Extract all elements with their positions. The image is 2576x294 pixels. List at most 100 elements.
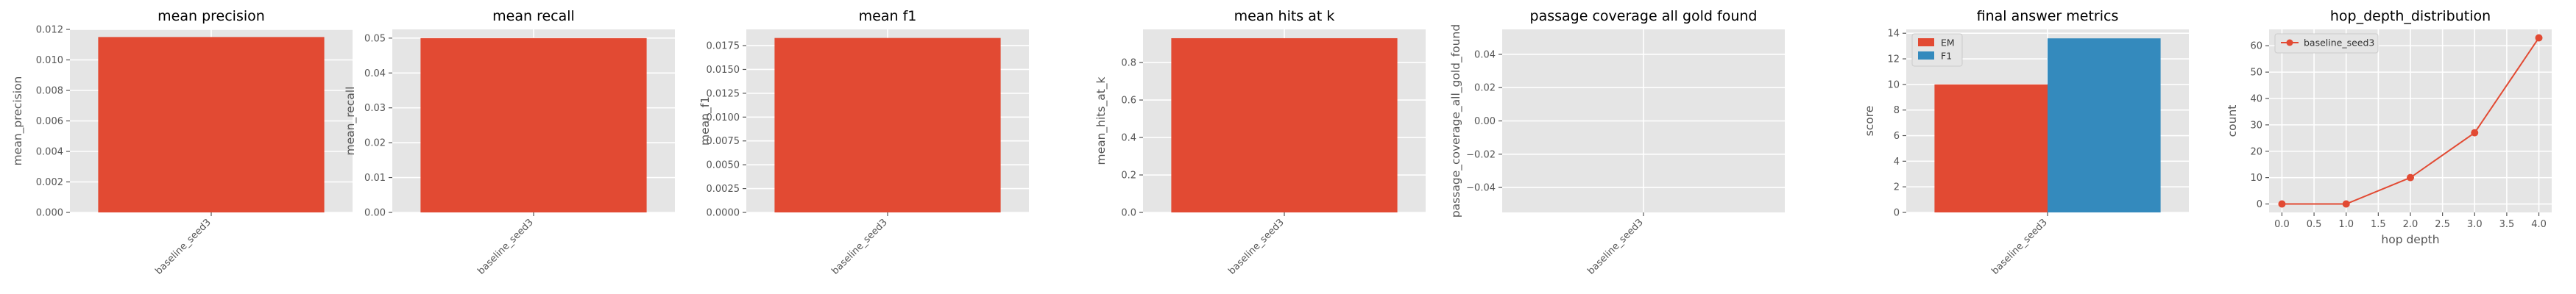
category-label: baseline_seed3 — [829, 217, 889, 276]
y-tick-label: 0.004 — [36, 147, 63, 158]
y-tick-label: 0.2 — [1121, 171, 1136, 182]
chart-panel-6: 0 2 4 6 8 10 12 14 baseline_seed3 EM F1 final answe… — [1863, 8, 2189, 277]
y-tick-label: 0.012 — [36, 25, 63, 36]
y-tick-label: 0.6 — [1121, 96, 1136, 107]
chart-title: mean hits at k — [1234, 8, 1335, 24]
y-tick-label: 14 — [1887, 29, 1900, 40]
y-tick-label: 0.008 — [36, 86, 63, 97]
chart-title: final answer metrics — [1977, 8, 2119, 24]
x-axis-label: hop depth — [2381, 233, 2439, 246]
y-tick-label: 0.006 — [36, 116, 63, 127]
x-tick-label: 1.0 — [2338, 219, 2354, 230]
chart-panel-4: 0.0 0.2 0.4 0.6 0.8 baseline_seed3 mean hits a… — [1094, 8, 1426, 277]
x-tick-label: 0.0 — [2274, 219, 2290, 230]
y-tick-label: 0.0025 — [707, 184, 740, 195]
y-tick-label: 0 — [1894, 208, 1900, 219]
y-tick-label: 10 — [2250, 173, 2262, 184]
y-tick-label: 0.03 — [364, 103, 386, 114]
y-axis-label: mean_f1 — [698, 96, 712, 146]
legend-label: EM — [1941, 37, 1955, 49]
y-tick-label: 2 — [1894, 182, 1900, 193]
category-label: baseline_seed3 — [1585, 217, 1645, 276]
chart-panel-3: 0.0000 0.0025 0.0050 0.0075 0.0100 0.0125 0.01… — [698, 8, 1029, 277]
y-tick-label: 0.0050 — [707, 160, 740, 171]
category-label: baseline_seed3 — [475, 217, 535, 276]
y-axis-label: count — [2226, 105, 2239, 137]
chart-title: mean f1 — [859, 8, 917, 24]
y-tick-label: 6 — [1894, 131, 1900, 142]
y-tick-label: 10 — [1887, 79, 1900, 90]
x-tick-label: 2.0 — [2403, 219, 2418, 230]
legend-swatch — [1918, 51, 1934, 60]
legend-swatch — [1918, 38, 1934, 46]
bar — [1171, 37, 1398, 213]
y-axis-label: passage_coverage_all_gold_found — [1449, 24, 1463, 218]
legend: EM F1 — [1911, 33, 1963, 67]
chart-panel-1: 0.000 0.002 0.004 0.006 0.008 0.010 0.012 basel… — [11, 8, 353, 277]
bar — [774, 37, 1001, 212]
data-point — [2342, 200, 2350, 208]
y-tick-label: 0 — [2257, 199, 2262, 210]
y-tick-label: 60 — [2250, 41, 2262, 52]
category-label: baseline_seed3 — [1226, 217, 1286, 276]
bar-em — [1934, 84, 2048, 213]
y-tick-label: 40 — [2250, 94, 2262, 105]
y-tick-label: 0.0075 — [707, 136, 740, 147]
bar — [420, 37, 647, 212]
y-tick-label: 0.0 — [1121, 208, 1136, 219]
x-tick-label: 4.0 — [2531, 219, 2547, 230]
y-tick-label: 0.04 — [1474, 49, 1496, 60]
y-tick-label: 30 — [2250, 120, 2262, 131]
chart-title: mean recall — [492, 8, 575, 24]
y-tick-label: 0.05 — [364, 33, 386, 44]
legend-box — [2274, 33, 2379, 54]
bar-f1 — [2048, 38, 2161, 212]
y-axis-label: mean_recall — [344, 87, 358, 156]
legend: baseline_seed3 — [2274, 33, 2379, 54]
y-tick-label: 0.002 — [36, 177, 63, 188]
category-label: baseline_seed3 — [153, 217, 213, 276]
data-point — [2471, 129, 2479, 137]
data-point — [2535, 34, 2543, 42]
chart-title: passage coverage all gold found — [1530, 8, 1758, 24]
legend-label: F1 — [1941, 51, 1952, 62]
y-tick-label: 8 — [1894, 105, 1900, 116]
y-axis-label: mean_precision — [11, 76, 25, 166]
y-tick-label: 0.02 — [1474, 83, 1496, 94]
y-tick-label: 0.02 — [364, 138, 386, 149]
y-tick-label: 50 — [2250, 68, 2262, 79]
y-tick-label: 0.4 — [1121, 133, 1136, 144]
x-tick-label: 1.5 — [2371, 219, 2386, 230]
y-tick-label: 0.000 — [36, 208, 63, 219]
y-tick-label: 0.0100 — [707, 112, 740, 123]
x-tick-label: 3.5 — [2499, 219, 2515, 230]
y-tick-label: 20 — [2250, 146, 2262, 157]
chart-title: hop_depth_distribution — [2330, 8, 2491, 24]
legend-marker — [2286, 39, 2293, 46]
x-tick-label: 2.5 — [2435, 219, 2450, 230]
y-tick-label: 0.04 — [364, 68, 386, 79]
chart-title: mean precision — [158, 8, 265, 24]
y-tick-label: 0.0175 — [707, 41, 740, 52]
y-tick-label: −0.02 — [1466, 149, 1496, 160]
y-tick-label: 0.8 — [1121, 58, 1136, 69]
y-tick-label: 0.0150 — [707, 65, 740, 76]
x-tick-label: 0.5 — [2307, 219, 2322, 230]
category-label: baseline_seed3 — [1989, 217, 2049, 276]
y-tick-label: 12 — [1887, 54, 1900, 65]
bar — [98, 37, 325, 212]
y-tick-label: 0.0000 — [707, 208, 740, 219]
y-tick-label: 4 — [1894, 157, 1900, 168]
chart-panel-2: 0.00 0.01 0.02 0.03 0.04 0.05 baseline_seed3 me… — [344, 8, 675, 277]
x-tick-label: 3.0 — [2467, 219, 2483, 230]
data-point — [2407, 173, 2414, 182]
y-tick-label: 0.00 — [364, 208, 386, 219]
y-tick-label: −0.04 — [1466, 183, 1496, 194]
y-tick-label: 0.00 — [1474, 116, 1496, 127]
chart-panel-5: −0.04 −0.02 0.00 0.02 0.04 baseline_seed3 pass… — [1449, 8, 1785, 277]
y-tick-label: 0.010 — [36, 55, 63, 66]
chart-panel-7: 0 10 20 30 40 50 60 0.0 0.5 1.0 1.5 2.0 2.5 3.0 3.5 4.0… — [2226, 8, 2552, 246]
y-axis-label: score — [1863, 106, 1876, 137]
y-tick-label: 0.01 — [364, 173, 386, 184]
